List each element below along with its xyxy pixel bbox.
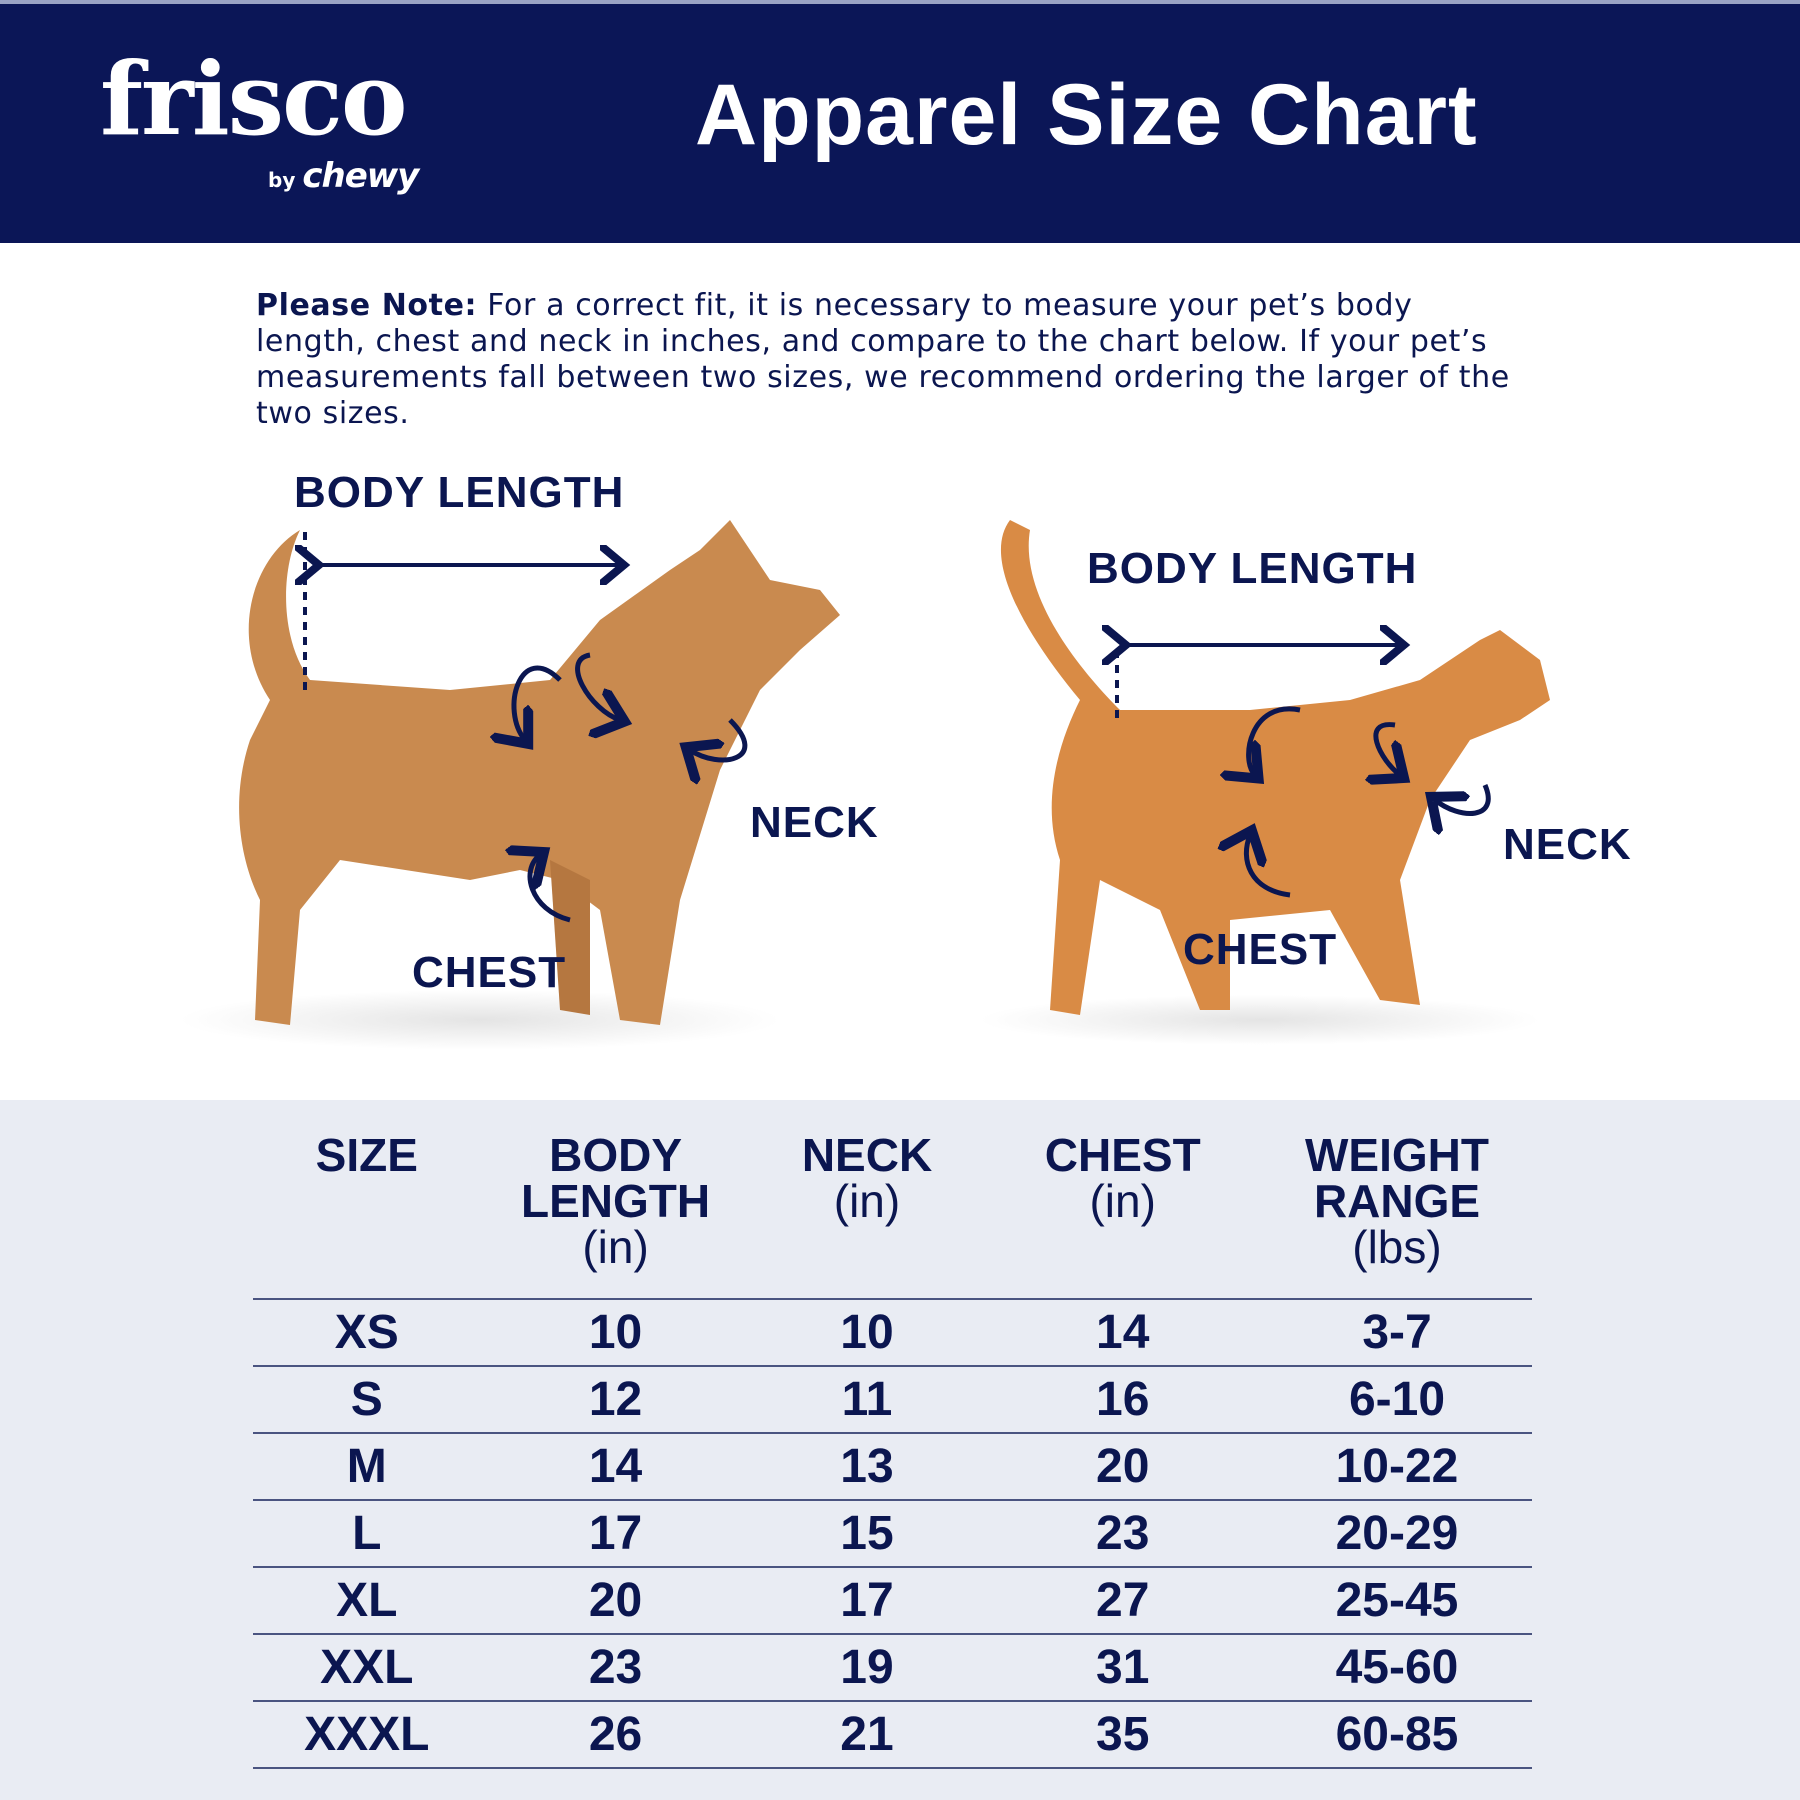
pets-illustration <box>180 520 1550 1050</box>
column-header: SIZE <box>253 1132 481 1299</box>
column-header: WEIGHT RANGE (lbs) <box>1262 1132 1532 1299</box>
table-header-row: SIZE BODY LENGTH (in) NECK (in) CHEST (in) WEIG… <box>253 1132 1532 1299</box>
table-cell: 20 <box>983 1432 1262 1500</box>
logo-by: by <box>268 168 296 192</box>
size-table-section: SIZE BODY LENGTH (in) NECK (in) CHEST (in) WEIG… <box>0 1100 1800 1800</box>
page-title: Apparel Size Chart <box>695 67 1478 163</box>
measurement-illustration: BODY LENGTH NECK CHEST BODY LENGTH NECK … <box>0 440 1800 1100</box>
table-cell: 25-45 <box>1262 1566 1532 1634</box>
table-cell: 23 <box>480 1633 751 1701</box>
column-header: CHEST (in) <box>983 1132 1262 1299</box>
table-cell: 26 <box>480 1700 751 1769</box>
size-table: SIZE BODY LENGTH (in) NECK (in) CHEST (in) WEIG… <box>253 1132 1532 1769</box>
table-cell: XXL <box>253 1633 481 1701</box>
table-cell: 17 <box>750 1566 984 1634</box>
table-cell: 35 <box>983 1700 1262 1769</box>
table-row: XXXL 26 21 35 60-85 <box>253 1700 1532 1769</box>
column-title: CHEST <box>1044 1129 1201 1181</box>
table-cell: 27 <box>983 1566 1262 1634</box>
table-cell: 23 <box>983 1499 1262 1567</box>
table-cell: 3-7 <box>1262 1298 1532 1366</box>
column-title: SIZE <box>315 1129 418 1181</box>
logo-brand: frisco <box>100 40 408 158</box>
table-cell: S <box>253 1365 481 1433</box>
table-cell: 10-22 <box>1262 1432 1532 1500</box>
table-cell: 60-85 <box>1262 1700 1532 1769</box>
column-unit: (lbs) <box>1352 1221 1442 1273</box>
table-cell: 19 <box>750 1633 984 1701</box>
table-row: XS 10 10 14 3-7 <box>253 1298 1532 1366</box>
table-cell: 10 <box>480 1298 751 1366</box>
note-text: For a correct fit, it is necessary to me… <box>256 288 1510 431</box>
table-cell: 31 <box>983 1633 1262 1701</box>
note-label: Please Note: <box>256 288 478 323</box>
table-cell: 17 <box>480 1499 751 1567</box>
table-cell: XL <box>253 1566 481 1634</box>
logo-chewy: chewy <box>302 156 419 196</box>
table-cell: 14 <box>480 1432 751 1500</box>
table-cell: XS <box>253 1298 481 1366</box>
dog-chest-label: CHEST <box>412 948 567 997</box>
table-cell: 15 <box>750 1499 984 1567</box>
table-cell: 13 <box>750 1432 984 1500</box>
table-row: XL 20 17 27 25-45 <box>253 1566 1532 1634</box>
table-cell: 20-29 <box>1262 1499 1532 1567</box>
column-title: NECK <box>801 1129 933 1181</box>
cat-neck-label: NECK <box>1503 820 1632 869</box>
cat-image <box>980 520 1550 1045</box>
dog-image <box>180 520 841 1050</box>
column-title: WEIGHT RANGE <box>1305 1129 1489 1227</box>
dog-body-length-label: BODY LENGTH <box>294 468 625 517</box>
header-banner: frisco by chewy Apparel Size Chart <box>0 0 1800 243</box>
table-cell: 11 <box>750 1365 984 1433</box>
table-cell: 12 <box>480 1365 751 1433</box>
table-cell: 6-10 <box>1262 1365 1532 1433</box>
table-row: XXL 23 19 31 45-60 <box>253 1633 1532 1701</box>
column-title: BODY LENGTH <box>521 1129 711 1227</box>
logo-sub: by chewy <box>268 156 419 196</box>
table-cell: XXXL <box>253 1700 481 1769</box>
column-unit: (in) <box>833 1175 901 1227</box>
column-header: NECK (in) <box>751 1132 984 1299</box>
table-body: XS 10 10 14 3-7 S 12 11 16 6-10 M 14 13 20 10-22 L 17 15 2… <box>253 1298 1532 1769</box>
table-row: M 14 13 20 10-22 <box>253 1432 1532 1500</box>
dog-neck-label: NECK <box>750 798 879 847</box>
cat-body-length-label: BODY LENGTH <box>1087 544 1418 593</box>
fit-note: Please Note: For a correct fit, it is ne… <box>256 288 1516 432</box>
table-cell: 16 <box>983 1365 1262 1433</box>
frisco-logo: frisco by chewy <box>100 40 419 196</box>
table-cell: L <box>253 1499 481 1567</box>
column-unit: (in) <box>582 1221 649 1273</box>
table-cell: 45-60 <box>1262 1633 1532 1701</box>
table-row: L 17 15 23 20-29 <box>253 1499 1532 1567</box>
table-cell: 14 <box>983 1298 1262 1366</box>
table-cell: 20 <box>480 1566 751 1634</box>
table-cell: M <box>253 1432 481 1500</box>
table-cell: 21 <box>750 1700 984 1769</box>
column-unit: (in) <box>1089 1175 1156 1227</box>
table-row: S 12 11 16 6-10 <box>253 1365 1532 1433</box>
column-header: BODY LENGTH (in) <box>481 1132 751 1299</box>
cat-chest-label: CHEST <box>1183 925 1338 974</box>
table-cell: 10 <box>750 1298 984 1366</box>
